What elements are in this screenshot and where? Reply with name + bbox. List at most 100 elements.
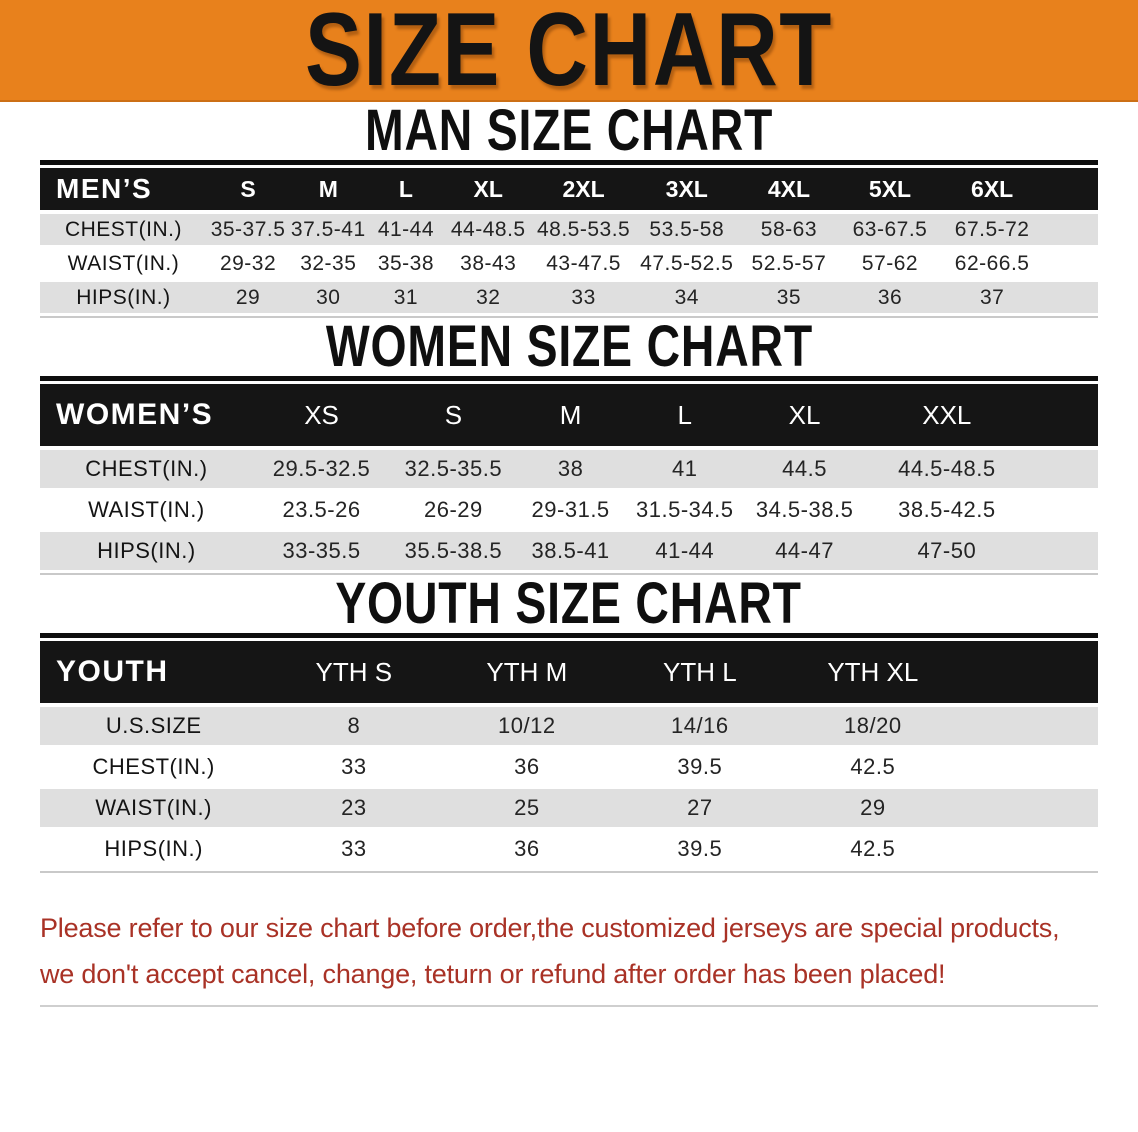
measurement-value: 34.5-38.5 <box>744 489 865 532</box>
measurement-value: 32.5-35.5 <box>390 446 517 491</box>
measurement-value: 32 <box>444 280 533 316</box>
size-column-header: YTH M <box>440 641 614 705</box>
measurement-value: 36 <box>440 828 614 871</box>
measurement-value: 37 <box>940 280 1044 316</box>
men-section: MAN SIZE CHART MEN’S S M L XL 2XL 3XL 4XL 5XL 6XL… <box>40 102 1098 318</box>
row-filler <box>1029 530 1098 573</box>
row-label: HIPS(IN.) <box>40 530 253 573</box>
measurement-value: 53.5-58 <box>635 210 739 248</box>
size-column-header: 6XL <box>940 168 1044 212</box>
measurement-value: 67.5-72 <box>940 210 1044 248</box>
measurement-value: 27 <box>613 787 787 830</box>
women-section-heading: WOMEN SIZE CHART <box>40 318 1098 376</box>
row-filler <box>1029 446 1098 491</box>
youth-size-table: YOUTH YTH S YTH M YTH L YTH XL U.S.SIZE 8 10/12… <box>40 641 1098 871</box>
size-column-header: 5XL <box>839 168 941 212</box>
measurement-value: 41-44 <box>367 210 445 248</box>
measurement-value: 26-29 <box>390 489 517 532</box>
row-filler <box>959 703 1098 748</box>
measurement-value: 38.5-41 <box>516 530 625 573</box>
size-column-header: 4XL <box>738 168 840 212</box>
youth-section-heading-text: YOUTH SIZE CHART <box>335 571 803 636</box>
measurement-value: 62-66.5 <box>940 246 1044 282</box>
row-label: WAIST(IN.) <box>40 489 253 532</box>
measurement-value: 42.5 <box>786 828 960 871</box>
measurement-value: 36 <box>440 746 614 789</box>
size-column-header: YTH S <box>267 641 441 705</box>
measurement-value: 31 <box>367 280 445 316</box>
header-filler <box>1029 384 1098 448</box>
size-column-header: M <box>516 384 625 448</box>
measurement-row: CHEST(IN.) 35-37.5 37.5-41 41-44 44-48.5 48.5… <box>40 210 1098 248</box>
measurement-value: 38-43 <box>444 246 533 282</box>
measurement-value: 38 <box>516 446 625 491</box>
table-corner-label: WOMEN’S <box>40 384 253 448</box>
size-column-header: S <box>390 384 517 448</box>
measurement-value: 29 <box>786 787 960 830</box>
measurement-value: 33-35.5 <box>252 530 391 573</box>
measurement-value: 25 <box>440 787 614 830</box>
measurement-value: 44.5 <box>744 446 865 491</box>
measurement-row: HIPS(IN.) 29 30 31 32 33 34 35 36 37 <box>40 280 1098 316</box>
measurement-value: 35-37.5 <box>206 210 290 248</box>
measurement-value: 30 <box>289 280 368 316</box>
measurement-value: 39.5 <box>613 746 787 789</box>
youth-section: YOUTH SIZE CHART YOUTH YTH S YTH M YTH L YTH… <box>40 575 1098 873</box>
row-filler <box>959 746 1098 789</box>
measurement-value: 57-62 <box>839 246 941 282</box>
measurement-value: 29-31.5 <box>516 489 625 532</box>
measurement-row: HIPS(IN.) 33 36 39.5 42.5 <box>40 828 1098 871</box>
page-title-text: SIZE CHART <box>304 0 834 108</box>
size-column-header: XL <box>744 384 865 448</box>
men-section-heading: MAN SIZE CHART <box>40 102 1098 160</box>
row-filler <box>959 828 1098 871</box>
measurement-value: 23.5-26 <box>252 489 391 532</box>
measurement-row: CHEST(IN.) 29.5-32.5 32.5-35.5 38 41 44.5 44.5… <box>40 446 1098 491</box>
measurement-row: WAIST(IN.) 23.5-26 26-29 29-31.5 31.5-34.5 34… <box>40 489 1098 532</box>
row-filler <box>1043 246 1098 282</box>
row-filler <box>1043 210 1098 248</box>
measurement-row: WAIST(IN.) 29-32 32-35 35-38 38-43 43-47.5 47.… <box>40 246 1098 282</box>
size-column-header: YTH L <box>613 641 787 705</box>
measurement-row: WAIST(IN.) 23 25 27 29 <box>40 787 1098 830</box>
row-label: WAIST(IN.) <box>40 246 207 282</box>
row-filler <box>1043 280 1098 316</box>
row-label: CHEST(IN.) <box>40 746 268 789</box>
measurement-value: 47-50 <box>864 530 1030 573</box>
measurement-value: 52.5-57 <box>738 246 840 282</box>
measurement-value: 29.5-32.5 <box>252 446 391 491</box>
measurement-value: 33 <box>267 746 441 789</box>
measurement-value: 29 <box>206 280 290 316</box>
row-label: CHEST(IN.) <box>40 210 207 248</box>
measurement-value: 42.5 <box>786 746 960 789</box>
table-header-row: MEN’S S M L XL 2XL 3XL 4XL 5XL 6XL <box>40 168 1098 212</box>
table-corner-label: YOUTH <box>40 641 268 705</box>
row-label: CHEST(IN.) <box>40 446 253 491</box>
measurement-value: 29-32 <box>206 246 290 282</box>
measurement-row: CHEST(IN.) 33 36 39.5 42.5 <box>40 746 1098 789</box>
measurement-value: 35.5-38.5 <box>390 530 517 573</box>
measurement-value: 18/20 <box>786 703 960 748</box>
header-filler <box>959 641 1098 705</box>
row-label: HIPS(IN.) <box>40 280 207 316</box>
page-title: SIZE CHART <box>247 0 891 108</box>
measurement-value: 43-47.5 <box>532 246 636 282</box>
size-column-header: YTH XL <box>786 641 960 705</box>
measurement-value: 35-38 <box>367 246 445 282</box>
measurement-value: 63-67.5 <box>839 210 941 248</box>
womens-size-table: WOMEN’S XS S M L XL XXL CHEST(IN.) 29.5-32.5 32.5… <box>40 384 1098 573</box>
size-column-header: 2XL <box>532 168 636 212</box>
footnote-line-1: Please refer to our size chart before or… <box>40 913 1060 943</box>
row-label: WAIST(IN.) <box>40 787 268 830</box>
table-header-row: WOMEN’S XS S M L XL XXL <box>40 384 1098 448</box>
measurement-value: 23 <box>267 787 441 830</box>
men-section-heading-text: MAN SIZE CHART <box>364 98 774 163</box>
measurement-value: 37.5-41 <box>289 210 368 248</box>
row-label: HIPS(IN.) <box>40 828 268 871</box>
measurement-value: 14/16 <box>613 703 787 748</box>
measurement-value: 35 <box>738 280 840 316</box>
measurement-value: 36 <box>839 280 941 316</box>
footnote-line-2: we don't accept cancel, change, teturn o… <box>40 959 946 989</box>
size-column-header: XS <box>252 384 391 448</box>
